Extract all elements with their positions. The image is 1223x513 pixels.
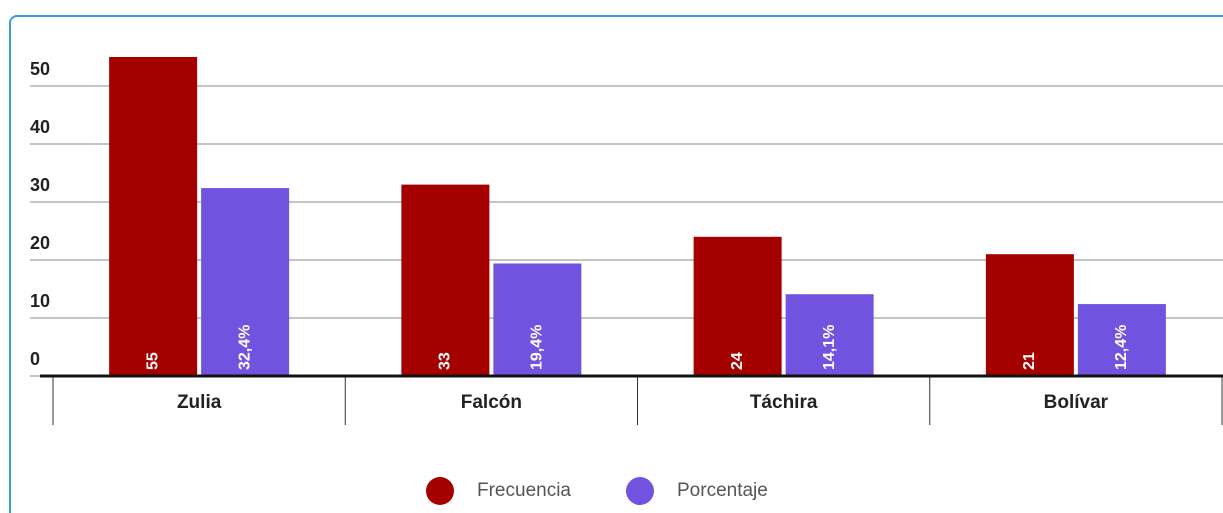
y-tick-label: 40 bbox=[30, 117, 50, 137]
bar bbox=[201, 188, 290, 376]
y-tick-label: 0 bbox=[30, 349, 40, 369]
legend-swatch bbox=[426, 477, 454, 505]
y-tick-label: 50 bbox=[30, 59, 50, 79]
x-tick-label: Falcón bbox=[461, 392, 522, 413]
bar bbox=[401, 184, 490, 376]
x-tick-label: Táchira bbox=[750, 392, 818, 413]
bar bbox=[985, 254, 1074, 376]
bar bbox=[693, 236, 782, 376]
value-label: 14,1% bbox=[821, 325, 838, 370]
x-tick-label: Bolívar bbox=[1044, 392, 1109, 413]
bar bbox=[493, 263, 582, 376]
value-label: 32,4% bbox=[236, 325, 253, 370]
value-label: 19,4% bbox=[529, 325, 546, 370]
legend-label: Frecuencia bbox=[477, 480, 571, 501]
y-tick-label: 30 bbox=[30, 175, 50, 195]
legend-swatch bbox=[626, 477, 654, 505]
y-tick-label: 20 bbox=[30, 233, 50, 253]
y-tick-label: 10 bbox=[30, 291, 50, 311]
bar bbox=[109, 57, 198, 376]
value-label: 21 bbox=[1021, 352, 1038, 370]
value-label: 24 bbox=[729, 352, 746, 370]
x-tick-label: Zulia bbox=[177, 392, 222, 413]
value-label: 33 bbox=[437, 352, 454, 370]
bar bbox=[785, 294, 874, 376]
panel-border bbox=[9, 15, 1223, 513]
bar bbox=[1077, 304, 1166, 376]
value-label: 12,4% bbox=[1113, 325, 1130, 370]
legend-label: Porcentaje bbox=[677, 480, 768, 501]
value-label: 55 bbox=[144, 352, 161, 370]
